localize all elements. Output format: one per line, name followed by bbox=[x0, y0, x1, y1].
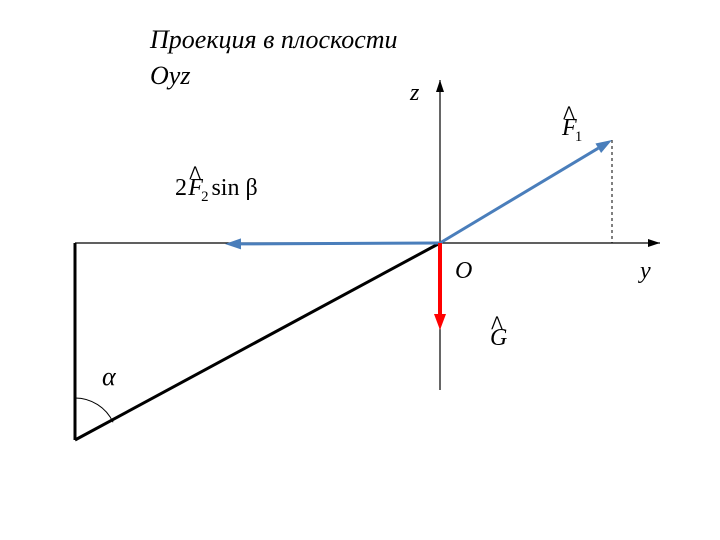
title-line2: Oyz bbox=[150, 61, 190, 90]
svg-text:⋀: ⋀ bbox=[562, 105, 575, 120]
axis-z-label: z bbox=[409, 80, 420, 106]
canvas-bg bbox=[0, 0, 720, 540]
origin-label: O bbox=[455, 258, 472, 284]
svg-text:1: 1 bbox=[575, 129, 582, 145]
svg-text:2: 2 bbox=[201, 189, 208, 205]
svg-text:2: 2 bbox=[175, 175, 187, 201]
svg-text:⋀: ⋀ bbox=[490, 315, 503, 330]
svg-text:⋀: ⋀ bbox=[188, 165, 201, 180]
title-line1: Проекция в плоскости bbox=[149, 25, 398, 54]
axis-y-label: y bbox=[638, 258, 651, 284]
angle-label: α bbox=[102, 362, 117, 391]
svg-text:sin β: sin β bbox=[211, 175, 257, 201]
